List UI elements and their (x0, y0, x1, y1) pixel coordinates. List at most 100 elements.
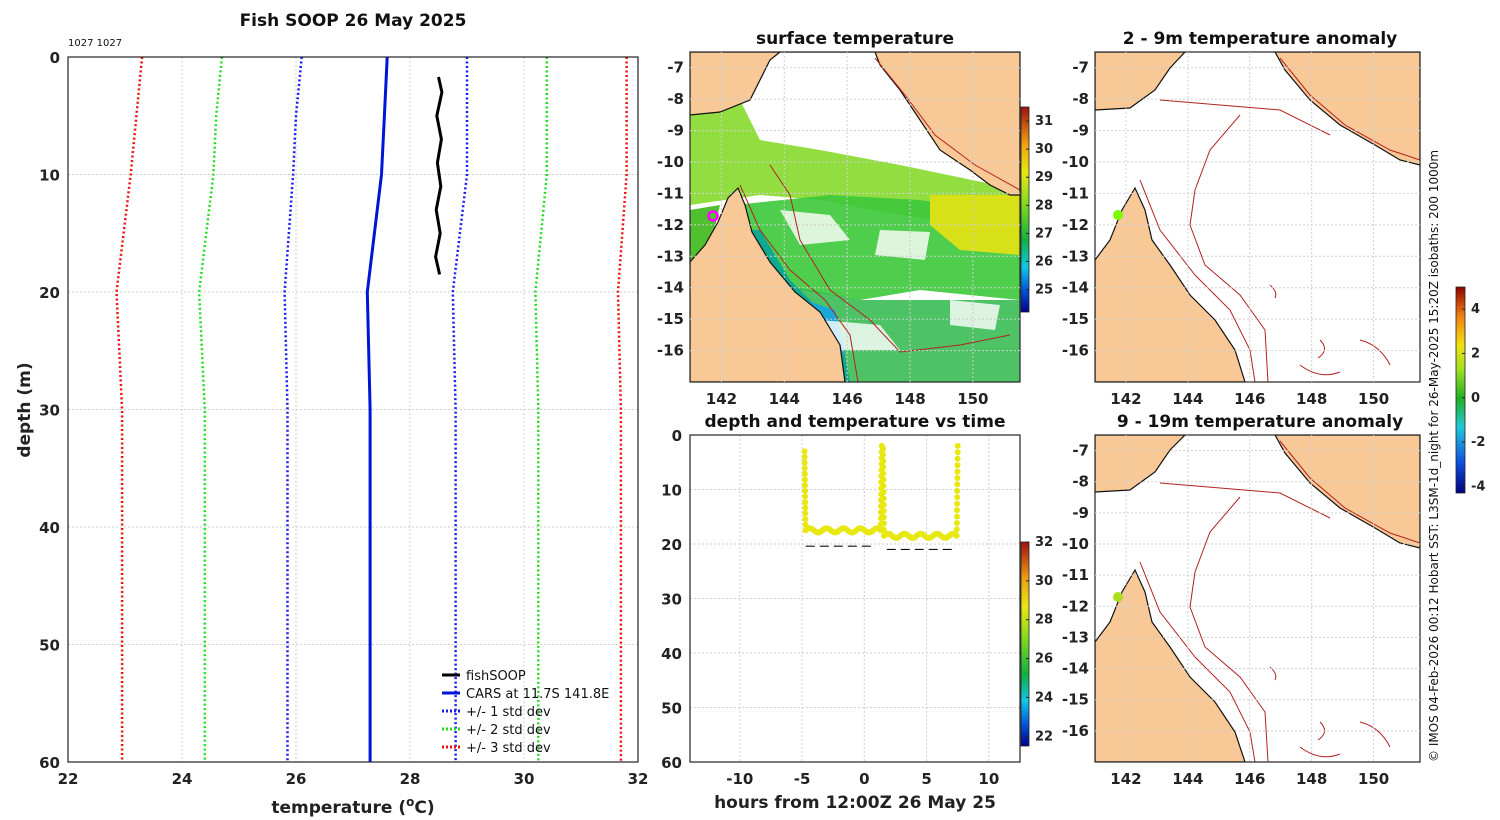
surface-ticks: 142 144 146 148 150 -7 -8 -9 -10 -11 -12 -13 -14 -15 -… (657, 52, 1020, 408)
surface-axes-box (689, 51, 1021, 383)
anomaly1-ytick: -9 (1072, 122, 1089, 140)
timeseries-xtick: 10 (978, 770, 999, 788)
anomaly2-xtick: 150 (1358, 770, 1389, 788)
profile-ytick: 30 (39, 402, 60, 420)
cast-0-descent-point (802, 499, 809, 506)
cast-1-descent-point (880, 458, 887, 465)
cast-0-descent-point (802, 487, 809, 494)
surface-ytick: -14 (657, 279, 684, 297)
anomaly-colorbar-tick: 2 (1471, 346, 1480, 361)
profile-xtick: 28 (400, 770, 421, 788)
profile-series-0 (434, 76, 444, 275)
surface-ytick: -15 (657, 310, 684, 328)
surface-ytick: -9 (667, 122, 684, 140)
cast-0-descent-point (802, 516, 809, 523)
timeseries-xtick: 0 (859, 770, 869, 788)
profile-xlabel: temperature (oC) (271, 795, 434, 818)
surface-map (690, 52, 1020, 382)
surface-ytick: -11 (657, 184, 684, 202)
anomaly2-ytick: -9 (1072, 504, 1089, 522)
anomaly1-ytick: -12 (1062, 216, 1089, 234)
anomaly2-map (1095, 435, 1420, 762)
timeseries-colorbar (1020, 541, 1030, 747)
a2-isobath-coast (1159, 440, 1420, 544)
land-cape-york (690, 186, 846, 382)
cast-1-descent-point (880, 445, 886, 452)
anomaly1-xtick: 146 (1234, 390, 1265, 408)
cast-1-ascent-point (954, 468, 961, 475)
surface-map-panel: surface temperature (657, 29, 1053, 408)
surface-xtick: 150 (957, 390, 988, 408)
surface-colorbar-tick: 28 (1035, 198, 1053, 213)
sst-isobath-coast (874, 57, 1020, 191)
a1-isobath-200 (1139, 179, 1256, 382)
anomaly1-title: 2 - 9m temperature anomaly (1123, 29, 1398, 49)
anomaly1-xtick: 148 (1296, 390, 1327, 408)
a1-isobath-1000 (1189, 114, 1269, 382)
profile-ytick: 50 (39, 637, 60, 655)
anomaly2-ytick: -12 (1062, 597, 1089, 615)
cast-1-ascent-point (954, 494, 961, 501)
surface-xtick: 142 (706, 390, 737, 408)
timeseries-data (801, 442, 961, 551)
anomaly1-ytick: -7 (1072, 59, 1089, 77)
anomaly2-ytick: -13 (1062, 628, 1089, 646)
anomaly1-ytick: -16 (1062, 342, 1089, 360)
sst-field-white-gaps (780, 210, 1000, 350)
legend-fishsoop: fishSOOP (466, 669, 526, 684)
timeseries-ytick: 40 (661, 645, 682, 663)
timeseries-title: depth and temperature vs time (705, 412, 1006, 432)
anomaly1-ticks: 142 144 146 148 150 -7 -8 -9 -10 -11 -12 -13 -14 -15 -… (1062, 52, 1420, 408)
legend-sd3: +/- 3 std dev (466, 741, 551, 756)
anomaly2-ytick: -11 (1062, 566, 1089, 584)
surface-title: surface temperature (756, 29, 954, 49)
profile-xtick: 24 (172, 770, 193, 788)
anomaly-colorbar-tick: -2 (1471, 435, 1485, 450)
anomaly-colorbar-tick: -4 (1471, 479, 1485, 494)
surface-colorbar-tick: 30 (1035, 142, 1053, 157)
timeseries-colorbar-tick: 22 (1035, 729, 1053, 744)
anomaly1-axes-box (1094, 51, 1421, 383)
anomaly2-ytick: -14 (1062, 660, 1089, 678)
profile-xtick: 32 (628, 770, 649, 788)
profile-panel: Fish SOOP 26 May 2025 1027 1027 22 24 26 28… (15, 11, 648, 818)
timeseries-colorbar-tick: 32 (1035, 535, 1053, 550)
a2-isobath-reefs (1269, 666, 1391, 758)
timeseries-ytick: 10 (661, 482, 682, 500)
surface-ytick: -16 (657, 342, 684, 360)
cast-1-descent-point (880, 514, 887, 521)
profile-series-1 (365, 56, 389, 762)
anomaly2-xtick: 142 (1110, 770, 1141, 788)
anomaly1-panel: 2 - 9m temperature anomaly 142 144 146 148 1… (1062, 29, 1421, 408)
anomaly2-ticks: 142 144 146 148 150 -7 -8 -9 -10 -11 -12 -13 -14 -15 -… (1062, 435, 1420, 788)
anomaly1-ytick: -13 (1062, 247, 1089, 265)
cast-1-ascent-point (954, 487, 961, 494)
profile-ylabel: depth (m) (15, 362, 35, 457)
surface-xtick: 148 (894, 390, 925, 408)
surface-xtick: 146 (831, 390, 862, 408)
profile-series-4-low (115, 56, 144, 762)
anomaly1-ytick: -11 (1062, 184, 1089, 202)
surface-colorbar-tick: 26 (1035, 254, 1053, 269)
anomaly2-xtick: 144 (1172, 770, 1203, 788)
a2-isobath-200 (1139, 561, 1256, 762)
cast-1-ascent-point (954, 449, 961, 456)
cast-1-descent-point (880, 495, 887, 502)
sst-ship-marker (707, 210, 719, 222)
profile-ytick: 40 (39, 519, 60, 537)
cast-0-descent-point (802, 493, 809, 500)
profile-ticks: 22 24 26 28 30 32 0 10 20 30 40 50 60 (39, 49, 648, 788)
timeseries-colorbar-tick: 24 (1035, 690, 1053, 705)
anomaly2-ytick: -7 (1072, 442, 1089, 460)
anomaly2-title: 9 - 19m temperature anomaly (1117, 412, 1403, 432)
timeseries-axes-box (689, 434, 1021, 763)
legend-sd1: +/- 1 std dev (466, 705, 551, 720)
profile-legend: fishSOOP CARS at 11.7S 141.8E +/- 1 std … (442, 669, 609, 756)
a2-land-cape-york (1095, 568, 1246, 762)
cast-1-ascent-point (954, 507, 960, 514)
cast-1-ascent-point (954, 442, 961, 449)
profile-ytick: 20 (39, 284, 60, 302)
cast-1-descent-point (880, 470, 887, 477)
anomaly1-map (1095, 52, 1420, 382)
anomaly1-ytick: -15 (1062, 310, 1089, 328)
